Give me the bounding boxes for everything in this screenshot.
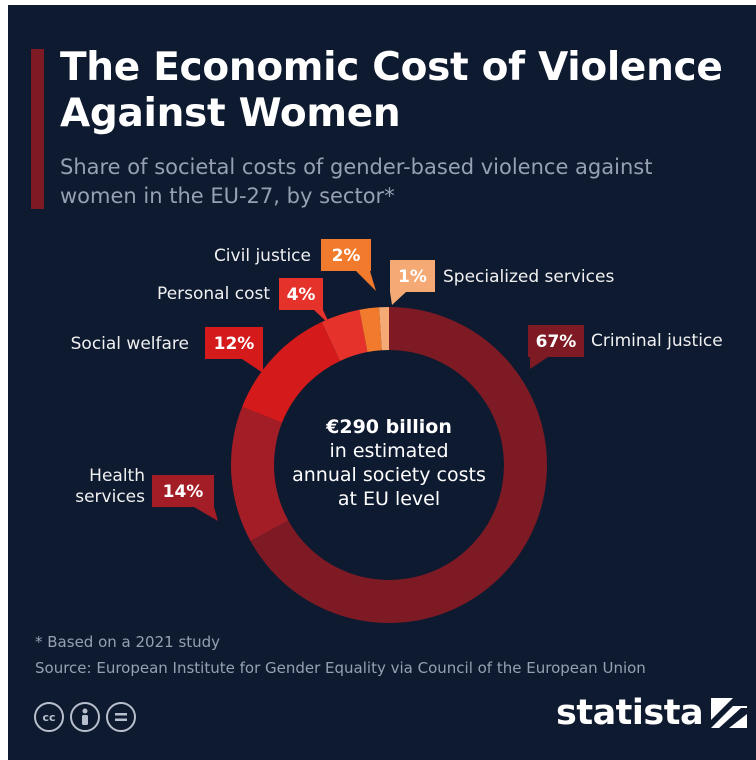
- badge-pointer-social-welfare: [242, 359, 263, 373]
- callout-social-welfare: 12% Social welfare: [71, 327, 263, 373]
- category-label-specialized-services: Specialized services: [443, 267, 614, 287]
- category-label-personal-cost: Personal cost: [157, 284, 270, 304]
- donut-slices: [231, 307, 548, 624]
- value-badge-civil-justice: [321, 239, 371, 271]
- badge-pointer-criminal-justice: [530, 357, 548, 369]
- center-text-line-3: annual society costs: [292, 464, 486, 486]
- center-text-line-4: at EU level: [338, 488, 440, 510]
- value-badge-health-services: [152, 475, 214, 507]
- value-badge-social-welfare: [205, 327, 263, 359]
- title-accent-bar: [31, 49, 44, 209]
- value-badge-specialized-services: [390, 260, 435, 292]
- attribution-icon[interactable]: [70, 702, 100, 732]
- value-label-criminal-justice: 67%: [536, 332, 577, 352]
- center-text-line-2: in estimated: [329, 440, 448, 462]
- slice-specialized-services: [379, 307, 389, 351]
- footnote: * Based on a 2021 study: [35, 633, 221, 651]
- value-badge-criminal-justice: [528, 325, 584, 357]
- badge-pointer-health-services: [194, 507, 218, 521]
- category-label-social-welfare: Social welfare: [71, 334, 189, 354]
- chart-title: The Economic Cost of Violence Against Wo…: [60, 45, 723, 136]
- category-label-health-services-line-2: services: [75, 487, 145, 507]
- value-label-personal-cost: 4%: [287, 285, 316, 305]
- value-label-specialized-services: 1%: [398, 267, 427, 287]
- badge-pointer-specialized-services: [390, 292, 406, 305]
- value-label-civil-justice: 2%: [332, 246, 361, 266]
- callout-civil-justice: 2% Civil justice: [214, 239, 376, 291]
- badge-pointer-civil-justice: [356, 271, 376, 291]
- badge-pointer-personal-cost: [314, 310, 330, 325]
- slice-social-welfare: [242, 322, 341, 423]
- slice-personal-cost: [321, 309, 368, 361]
- value-label-health-services: 14%: [163, 482, 204, 502]
- slice-civil-justice: [359, 307, 382, 353]
- slice-health-services: [231, 406, 289, 542]
- callout-specialized-services: 1% Specialized services: [390, 260, 614, 305]
- callout-criminal-justice: 67% Criminal justice: [528, 325, 723, 369]
- category-label-civil-justice: Civil justice: [214, 246, 311, 266]
- source-note: Source: European Institute for Gender Eq…: [35, 659, 646, 677]
- cc-icon[interactable]: cc: [34, 702, 64, 732]
- no-derivatives-icon[interactable]: [106, 702, 136, 732]
- center-total: €290 billion: [325, 416, 452, 438]
- category-label-health-services-line-1: Health: [89, 466, 145, 486]
- statista-mark-icon: [711, 698, 748, 728]
- value-label-social-welfare: 12%: [214, 334, 255, 354]
- infographic-card: The Economic Cost of Violence Against Wo…: [8, 5, 756, 760]
- callout-personal-cost: 4% Personal cost: [157, 278, 330, 325]
- brand-name: statista: [556, 693, 704, 733]
- slice-criminal-justice: [250, 307, 548, 624]
- category-label-criminal-justice: Criminal justice: [591, 331, 723, 351]
- statista-logo[interactable]: statista: [556, 693, 748, 733]
- chart-subtitle: Share of societal costs of gender-based …: [60, 155, 653, 208]
- value-badge-personal-cost: [279, 278, 323, 310]
